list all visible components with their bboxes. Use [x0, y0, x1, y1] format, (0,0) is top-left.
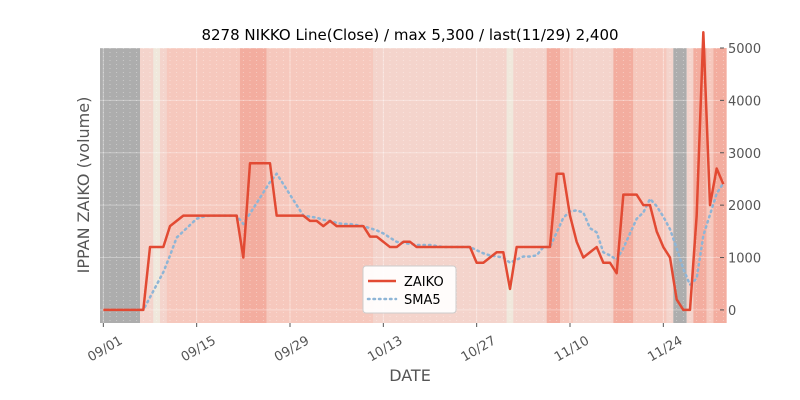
legend-label-zaiko: ZAIKO: [404, 275, 444, 290]
background-band: [100, 48, 140, 323]
background-band: [560, 48, 574, 323]
y-tick-label: 2000: [728, 199, 761, 214]
background-bands: [100, 48, 727, 323]
background-band: [240, 48, 267, 323]
grid-lines: [100, 47, 724, 323]
background-band: [693, 48, 707, 323]
background-band: [506, 48, 514, 323]
y-tick-label: 1000: [728, 252, 761, 267]
background-band: [160, 48, 167, 323]
background-band: [153, 48, 160, 323]
chart-title: 8278 NIKKO Line(Close) / max 5,300 / las…: [201, 26, 618, 44]
y-axis-label: IPPAN ZAIKO (volume): [74, 97, 93, 274]
background-band: [613, 48, 634, 323]
background-band: [513, 48, 547, 323]
background-band: [166, 48, 240, 323]
x-axis-label: DATE: [389, 366, 431, 385]
y-tick-label: 5000: [728, 42, 761, 57]
background-band: [666, 48, 674, 323]
background-band: [633, 48, 667, 323]
background-band: [673, 48, 687, 323]
background-band: [686, 48, 694, 323]
y-tick-label: 0: [728, 304, 736, 319]
background-band: [266, 48, 374, 323]
series-layer: [103, 31, 725, 312]
legend-label-sma5: SMA5: [404, 293, 441, 308]
background-band: [713, 48, 727, 323]
series-line-zaiko: [103, 31, 725, 312]
background-band: [573, 48, 614, 323]
y-tick-label: 4000: [728, 94, 761, 109]
background-band: [546, 48, 560, 323]
legend-box: [362, 265, 457, 314]
y-tick-label: 3000: [728, 147, 761, 162]
legend: ZAIKO SMA5: [362, 265, 457, 314]
